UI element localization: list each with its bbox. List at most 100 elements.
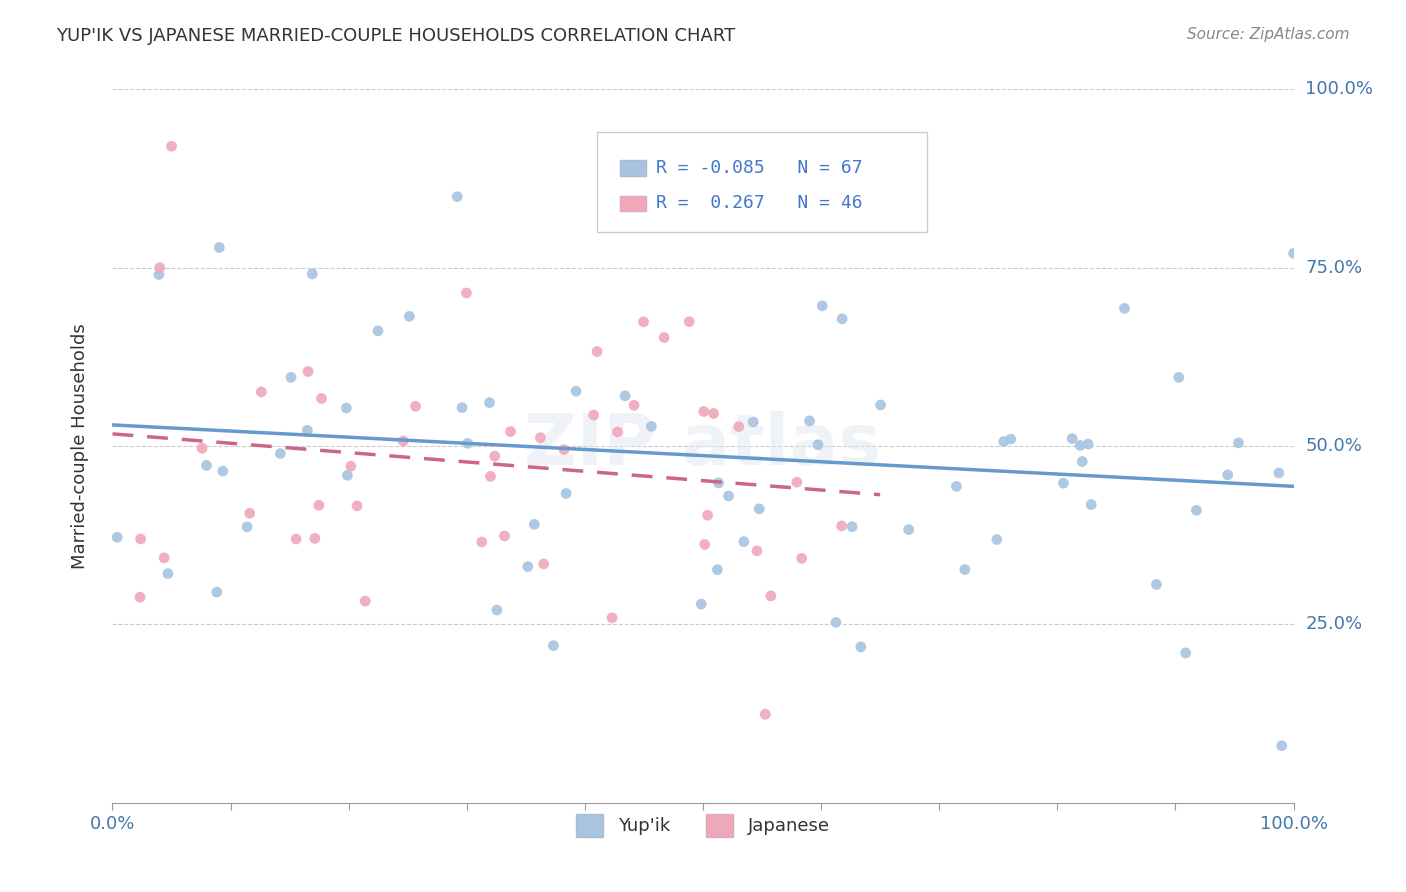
Point (195, 458, 218, 473)
Point (1227, 435, 1250, 450)
Text: Source: ZipAtlas.com: Source: ZipAtlas.com (1187, 27, 1350, 42)
Point (600, 611, 623, 625)
Point (849, 640, 872, 654)
Point (160, 139, 183, 153)
Point (446, 189, 468, 203)
Point (897, 523, 920, 537)
Point (529, 431, 551, 445)
Point (1069, 438, 1091, 452)
Point (825, 615, 848, 630)
Point (1080, 498, 1102, 512)
Point (623, 398, 645, 412)
Text: R =  0.267   N = 46: R = 0.267 N = 46 (655, 194, 862, 212)
Point (693, 404, 716, 418)
Point (717, 489, 740, 503)
Point (614, 389, 637, 403)
Point (745, 544, 768, 558)
Point (582, 408, 605, 422)
Point (367, 324, 389, 338)
Point (456, 285, 478, 300)
Point (748, 501, 770, 516)
Point (754, 707, 776, 722)
Point (811, 299, 834, 313)
FancyBboxPatch shape (596, 132, 928, 232)
Point (565, 384, 588, 399)
Point (759, 589, 782, 603)
Point (354, 594, 377, 608)
Point (297, 364, 319, 378)
Point (986, 533, 1008, 547)
Point (841, 519, 863, 533)
Point (831, 312, 853, 326)
Point (831, 519, 853, 533)
Point (945, 479, 967, 493)
Point (153, 550, 176, 565)
Point (212, 464, 235, 478)
Point (1174, 646, 1197, 660)
Point (690, 597, 713, 611)
Text: YUP'IK VS JAPANESE MARRIED-COUPLE HOUSEHOLDS CORRELATION CHART: YUP'IK VS JAPANESE MARRIED-COUPLE HOUSEH… (56, 27, 735, 45)
Point (280, 370, 302, 384)
Point (799, 414, 821, 428)
Point (148, 268, 170, 282)
Y-axis label: Married-couple Households: Married-couple Households (70, 323, 89, 569)
Point (250, 384, 273, 399)
Point (236, 520, 259, 534)
Point (623, 194, 645, 209)
Point (471, 535, 494, 549)
Point (308, 498, 330, 512)
Point (457, 436, 479, 450)
Point (208, 240, 231, 254)
Point (993, 434, 1015, 449)
Point (555, 486, 578, 500)
Point (304, 532, 326, 546)
Point (405, 400, 427, 414)
Point (346, 499, 368, 513)
Point (633, 315, 655, 329)
Point (911, 211, 934, 226)
Point (485, 603, 508, 617)
Text: ZIP atlas: ZIP atlas (524, 411, 882, 481)
Point (297, 423, 319, 437)
Text: 50.0%: 50.0% (1305, 437, 1362, 455)
FancyBboxPatch shape (620, 160, 647, 176)
Point (807, 438, 830, 452)
Point (311, 392, 333, 406)
Point (696, 508, 718, 523)
Point (340, 459, 363, 474)
Point (586, 344, 609, 359)
Point (652, 330, 675, 344)
Point (285, 532, 308, 546)
Point (398, 310, 420, 324)
Point (1146, 577, 1168, 591)
Point (478, 395, 501, 409)
Point (239, 506, 262, 520)
FancyBboxPatch shape (620, 195, 647, 211)
Point (523, 517, 546, 532)
Point (678, 315, 700, 329)
Point (494, 529, 516, 543)
Point (301, 267, 323, 281)
Point (516, 559, 538, 574)
Point (869, 398, 891, 412)
Point (129, 532, 152, 546)
Point (727, 419, 749, 434)
Point (1271, 739, 1294, 753)
Text: 75.0%: 75.0% (1305, 259, 1362, 277)
Point (1185, 503, 1208, 517)
Point (533, 557, 555, 571)
Text: 100.0%: 100.0% (1305, 80, 1374, 98)
Point (706, 563, 728, 577)
Point (707, 475, 730, 490)
Point (1071, 454, 1094, 468)
Point (1114, 301, 1136, 316)
Point (129, 590, 152, 604)
Point (191, 441, 214, 455)
Point (479, 469, 502, 483)
Point (693, 537, 716, 551)
Point (1052, 476, 1074, 491)
Point (1000, 432, 1022, 446)
Text: R = -0.085   N = 67: R = -0.085 N = 67 (655, 159, 862, 177)
Legend: Yup'ik, Japanese: Yup'ik, Japanese (569, 807, 837, 844)
Point (553, 442, 575, 457)
